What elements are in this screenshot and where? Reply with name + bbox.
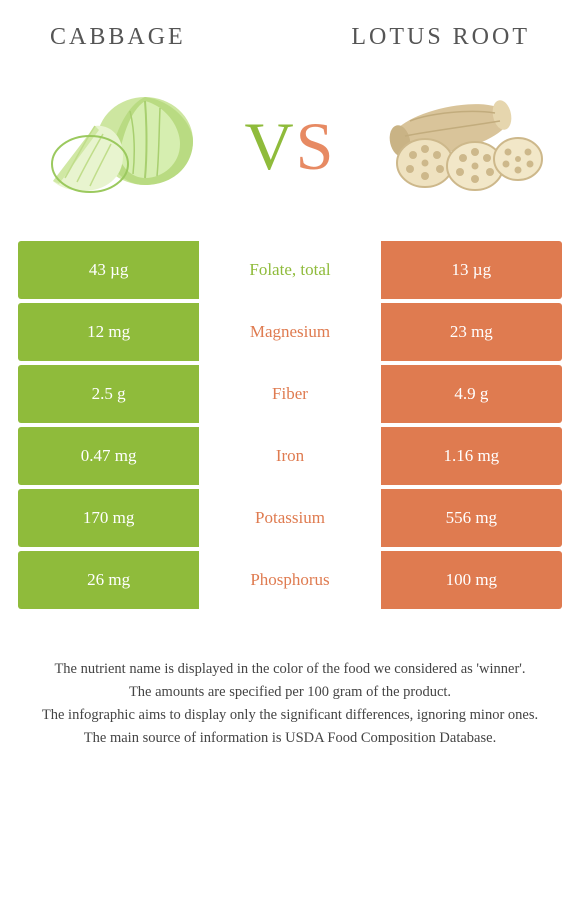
- left-value: 0.47 mg: [18, 427, 199, 485]
- images-row: VS: [0, 61, 580, 241]
- left-value: 26 mg: [18, 551, 199, 609]
- footer-line-1: The nutrient name is displayed in the co…: [20, 659, 560, 680]
- vs-v: V: [245, 108, 296, 184]
- nutrient-label: Phosphorus: [199, 551, 380, 609]
- cabbage-image: [30, 81, 210, 211]
- table-row: 0.47 mgIron1.16 mg: [18, 427, 562, 485]
- table-row: 12 mgMagnesium23 mg: [18, 303, 562, 361]
- cabbage-icon: [35, 86, 205, 206]
- left-food-title: CABBAGE: [50, 24, 186, 51]
- footer-notes: The nutrient name is displayed in the co…: [0, 609, 580, 749]
- left-value: 43 µg: [18, 241, 199, 299]
- footer-line-3: The infographic aims to display only the…: [20, 705, 560, 726]
- table-row: 43 µgFolate, total13 µg: [18, 241, 562, 299]
- left-value: 170 mg: [18, 489, 199, 547]
- footer-line-2: The amounts are specified per 100 gram o…: [20, 682, 560, 703]
- header: CABBAGE LOTUS ROOT: [0, 0, 580, 61]
- lotus-root-icon: [370, 91, 550, 201]
- right-value: 13 µg: [381, 241, 562, 299]
- nutrient-label: Folate, total: [199, 241, 380, 299]
- vs-s: S: [296, 108, 336, 184]
- right-food-title: LOTUS ROOT: [351, 24, 530, 51]
- nutrient-label: Magnesium: [199, 303, 380, 361]
- left-value: 12 mg: [18, 303, 199, 361]
- lotus-root-image: [370, 81, 550, 211]
- right-value: 4.9 g: [381, 365, 562, 423]
- table-row: 170 mgPotassium556 mg: [18, 489, 562, 547]
- nutrient-table: 43 µgFolate, total13 µg12 mgMagnesium23 …: [18, 241, 562, 609]
- right-value: 23 mg: [381, 303, 562, 361]
- right-value: 100 mg: [381, 551, 562, 609]
- table-row: 2.5 gFiber4.9 g: [18, 365, 562, 423]
- left-value: 2.5 g: [18, 365, 199, 423]
- table-row: 26 mgPhosphorus100 mg: [18, 551, 562, 609]
- right-value: 556 mg: [381, 489, 562, 547]
- nutrient-label: Fiber: [199, 365, 380, 423]
- vs-label: VS: [245, 107, 336, 186]
- nutrient-label: Iron: [199, 427, 380, 485]
- nutrient-label: Potassium: [199, 489, 380, 547]
- right-value: 1.16 mg: [381, 427, 562, 485]
- footer-line-4: The main source of information is USDA F…: [20, 728, 560, 749]
